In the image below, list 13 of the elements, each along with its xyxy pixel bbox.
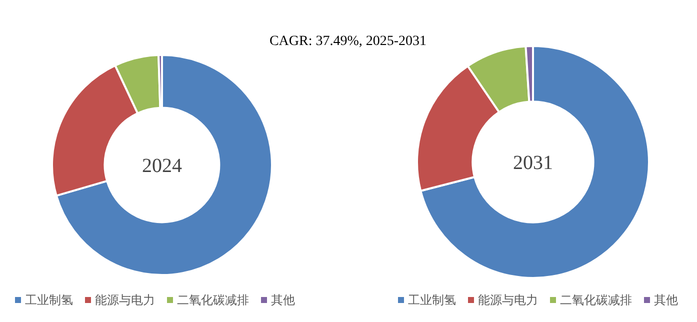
- legend-label: 其他: [654, 293, 678, 308]
- legend-label: 工业制氢: [25, 293, 73, 308]
- legend-label: 二氧化碳减排: [560, 293, 632, 308]
- donut-slice: [55, 54, 273, 276]
- legend-label: 能源与电力: [478, 293, 538, 308]
- text: 2031: [513, 152, 553, 174]
- legend-label: 其他: [271, 293, 295, 308]
- legend-label: 能源与电力: [95, 293, 155, 308]
- text: 2024: [142, 155, 182, 177]
- donut-slice: [420, 45, 650, 279]
- text: CAGR: 37.49%, 2025-2031: [269, 34, 427, 49]
- legend-label: 二氧化碳减排: [177, 293, 249, 308]
- legend-label: 工业制氢: [408, 293, 456, 308]
